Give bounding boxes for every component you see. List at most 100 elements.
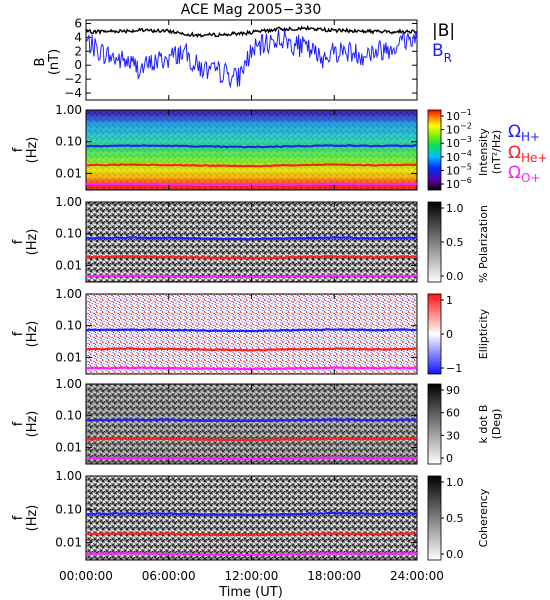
freq-tick-label: 1.00 bbox=[55, 287, 82, 301]
colorbar-tick-label: 0.0 bbox=[446, 548, 464, 561]
freq-axis-label: f bbox=[11, 331, 26, 336]
gyro-line-o bbox=[85, 456, 418, 461]
freq-tick-label: 1.00 bbox=[55, 377, 82, 391]
ellipticity-colorbar bbox=[427, 293, 442, 375]
polarization-panel: 1.0 0.5 0.0 % Polarization bbox=[85, 201, 490, 283]
gyro-line-h bbox=[85, 511, 418, 517]
b-r-line bbox=[85, 29, 418, 89]
ellipticity-colorbar-label: Ellipticity bbox=[477, 308, 490, 359]
freq-tick-label: 1.00 bbox=[55, 103, 82, 117]
legend-omega-he-main: Ω bbox=[508, 143, 521, 163]
field-y-tick-label: −2 bbox=[64, 72, 82, 86]
field-y-tick-label: 0 bbox=[74, 58, 82, 72]
gyro-line-h bbox=[85, 235, 418, 241]
polarization-colorbar-label: % Polarization bbox=[477, 205, 490, 283]
intensity-colorbar-unit: (nT²/Hz) bbox=[490, 130, 503, 174]
time-axis: 00:00:00 06:00:00 12:00:00 18:00:00 24:00:00 bbox=[59, 20, 444, 583]
freq-tick-label: 0.01 bbox=[55, 536, 82, 550]
gyro-line-o bbox=[85, 551, 418, 557]
field-y-tick-label: 4 bbox=[74, 30, 82, 44]
colorbar-tick-label: 60 bbox=[446, 407, 460, 420]
legend-omega-h: ΩH+ bbox=[508, 122, 540, 144]
coherency-colorbar-ticks: 1.0 0.5 0.0 bbox=[441, 476, 464, 561]
colorbar-tick-label: 0.5 bbox=[446, 512, 464, 525]
gyro-line-he bbox=[85, 347, 418, 352]
freq-axis-unit: (Hz) bbox=[25, 411, 40, 438]
polarization-colorbar-ticks: 1.0 0.5 0.0 bbox=[441, 202, 464, 283]
intensity-colorbar-label: Intensity bbox=[477, 128, 490, 176]
gyro-line-he bbox=[85, 255, 418, 260]
polarization-spectrogram bbox=[86, 202, 417, 282]
freq-axis-unit: (Hz) bbox=[25, 137, 40, 164]
kdotb-spectrogram bbox=[86, 384, 417, 464]
field-y-tick-label: 2 bbox=[74, 44, 82, 58]
freq-axis-unit: (Hz) bbox=[25, 229, 40, 256]
colorbar-tick-label: 0.5 bbox=[446, 236, 464, 249]
legend-omega-o-sub: O+ bbox=[521, 171, 541, 185]
gyrofrequency-lines bbox=[85, 144, 418, 557]
freq-tick-label: 0.10 bbox=[55, 409, 82, 423]
intensity-colorbar-ticks: 10−110−210−310−410−510−6 bbox=[441, 108, 472, 191]
field-y-unit: (nT) bbox=[47, 49, 62, 75]
kdotb-colorbar-ticks: 90 60 30 0 bbox=[441, 384, 460, 465]
colorbar-tick-label: 1.0 bbox=[446, 202, 464, 215]
field-y-tick-label: 6 bbox=[74, 16, 82, 30]
freq-tick-label: 0.01 bbox=[55, 166, 82, 180]
ellipticity-colorbar-ticks: 1 0 −1 bbox=[441, 294, 462, 375]
field-y-label: B bbox=[33, 58, 48, 67]
freq-tick-label: 0.01 bbox=[55, 440, 82, 454]
time-tick-label: 00:00:00 bbox=[59, 569, 113, 583]
ellipticity-spectrogram bbox=[86, 294, 417, 374]
legend-b-r-sub: R bbox=[444, 51, 452, 65]
colorbar-tick-label: 1 bbox=[446, 294, 453, 307]
time-tick-label: 24:00:00 bbox=[390, 569, 444, 583]
legend-omega-he-sub: He+ bbox=[521, 151, 547, 165]
kdotb-colorbar-label: k dot B bbox=[477, 405, 490, 444]
freq-axis-label: f bbox=[11, 239, 26, 244]
x-axis-label: Time (UT) bbox=[218, 585, 283, 600]
colorbar-tick-label: 10−3 bbox=[446, 135, 472, 150]
chart-title: ACE Mag 2005−330 bbox=[181, 2, 321, 18]
field-y-tick-label: −4 bbox=[64, 86, 82, 100]
ellipticity-panel: 1 0 −1 Ellipticity bbox=[85, 293, 490, 375]
freq-tick-label: 0.10 bbox=[55, 502, 82, 516]
spectrogram-axes: 1.000.100.01f (Hz)1.000.100.01f (Hz)1.000.… bbox=[11, 103, 417, 550]
colorbar-tick-label: 10−1 bbox=[446, 108, 472, 123]
freq-tick-label: 1.00 bbox=[55, 469, 82, 483]
coherency-colorbar-label: Coherency bbox=[477, 488, 490, 547]
legend-omega-he: ΩHe+ bbox=[508, 143, 547, 165]
legend-b-r-main: B bbox=[432, 41, 444, 61]
freq-axis-unit: (Hz) bbox=[25, 505, 40, 532]
freq-axis-label: f bbox=[11, 147, 26, 152]
freq-axis-label: f bbox=[11, 421, 26, 426]
colorbar-tick-label: 0.0 bbox=[446, 270, 464, 283]
kdotb-shade bbox=[86, 384, 417, 464]
colorbar-tick-label: 30 bbox=[446, 429, 460, 442]
colorbar-tick-label: 10−2 bbox=[446, 122, 472, 137]
gyro-line-he bbox=[85, 163, 418, 168]
legend-omega-o-main: Ω bbox=[508, 163, 521, 183]
kdotb-colorbar-unit: (Deg) bbox=[490, 409, 503, 440]
gyro-line-he bbox=[85, 531, 418, 537]
colorbar-tick-label: 90 bbox=[446, 384, 460, 397]
freq-tick-label: 1.00 bbox=[55, 195, 82, 209]
time-tick-label: 18:00:00 bbox=[307, 569, 361, 583]
colorbar-tick-label: 1.0 bbox=[446, 476, 464, 489]
polarization-colorbar bbox=[427, 201, 442, 283]
gyro-line-he bbox=[85, 437, 418, 442]
coherency-spectrogram bbox=[86, 476, 417, 560]
intensity-colorbar bbox=[427, 109, 442, 191]
colorbar-tick-label: −1 bbox=[446, 362, 462, 375]
freq-tick-label: 0.10 bbox=[55, 227, 82, 241]
b-total-line bbox=[85, 24, 418, 39]
kdotb-colorbar bbox=[427, 383, 442, 465]
legend-b-total: |B| bbox=[432, 21, 455, 41]
legend-omega-o: ΩO+ bbox=[508, 163, 541, 185]
time-tick-label: 12:00:00 bbox=[225, 569, 279, 583]
legend-omega-h-sub: H+ bbox=[521, 130, 540, 144]
gyro-line-h bbox=[86, 144, 417, 149]
legend-b-r: BR bbox=[432, 41, 452, 65]
colorbar-tick-label: 10−5 bbox=[446, 162, 472, 177]
